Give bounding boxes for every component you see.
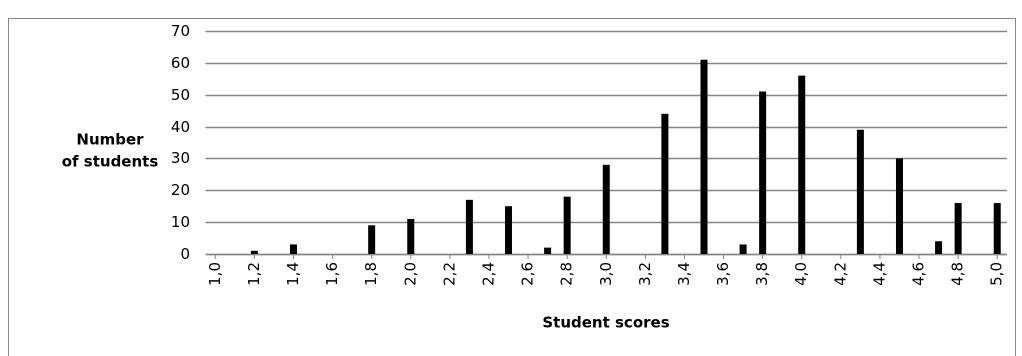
y-axis-title: of students [62,153,159,171]
x-tick-label: 4,0 [792,262,810,286]
bar [759,91,767,255]
y-tick-label: 0 [180,245,190,263]
bar [935,241,943,254]
x-tick-label: 5,0 [988,262,1006,286]
bar [993,203,1001,254]
bar [250,250,258,254]
y-tick-label: 40 [171,118,190,136]
x-tick-label: 4,2 [831,262,849,286]
x-tick-label: 2,8 [558,262,576,286]
x-tick-label: 3,6 [714,262,732,286]
x-tick-label: 2,4 [479,262,497,286]
y-tick-label: 10 [171,213,190,231]
x-tick-label: 2,2 [440,262,458,286]
bar [739,244,747,254]
bar [544,247,552,254]
bar [798,75,806,254]
x-tick-label: 4,4 [870,262,888,286]
bar [700,59,708,254]
y-tick-label: 20 [171,181,190,199]
bar [856,129,864,254]
x-axis-title: Student scores [542,314,669,332]
x-tick-label: 3,0 [597,262,615,286]
x-tick-label: 1,8 [362,262,380,286]
x-tick-label: 3,4 [675,262,693,286]
bar [602,164,610,254]
bar [465,199,473,254]
x-tick-label: 3,2 [636,262,654,286]
y-tick-label: 50 [171,86,190,104]
y-tick-label: 30 [171,149,190,167]
x-tick-label: 2,0 [401,262,419,286]
bar [954,203,962,254]
x-tick-label: 4,6 [910,262,928,286]
y-axis-title: Number [76,131,144,149]
bar [505,206,513,254]
bar [289,244,297,254]
chart-border [8,18,1016,356]
x-tick-label: 2,6 [519,262,537,286]
x-tick-label: 1,0 [206,262,224,286]
bar [895,158,903,254]
bar [407,218,415,254]
x-tick-label: 1,6 [323,262,341,286]
x-tick-label: 4,8 [949,262,967,286]
x-tick-label: 3,8 [753,262,771,286]
y-tick-label: 70 [171,22,190,40]
bar [661,113,669,254]
x-tick-label: 1,4 [284,262,302,286]
bar [368,225,376,254]
y-tick-label: 60 [171,54,190,72]
bar [563,196,571,254]
x-tick-label: 1,2 [245,262,263,286]
